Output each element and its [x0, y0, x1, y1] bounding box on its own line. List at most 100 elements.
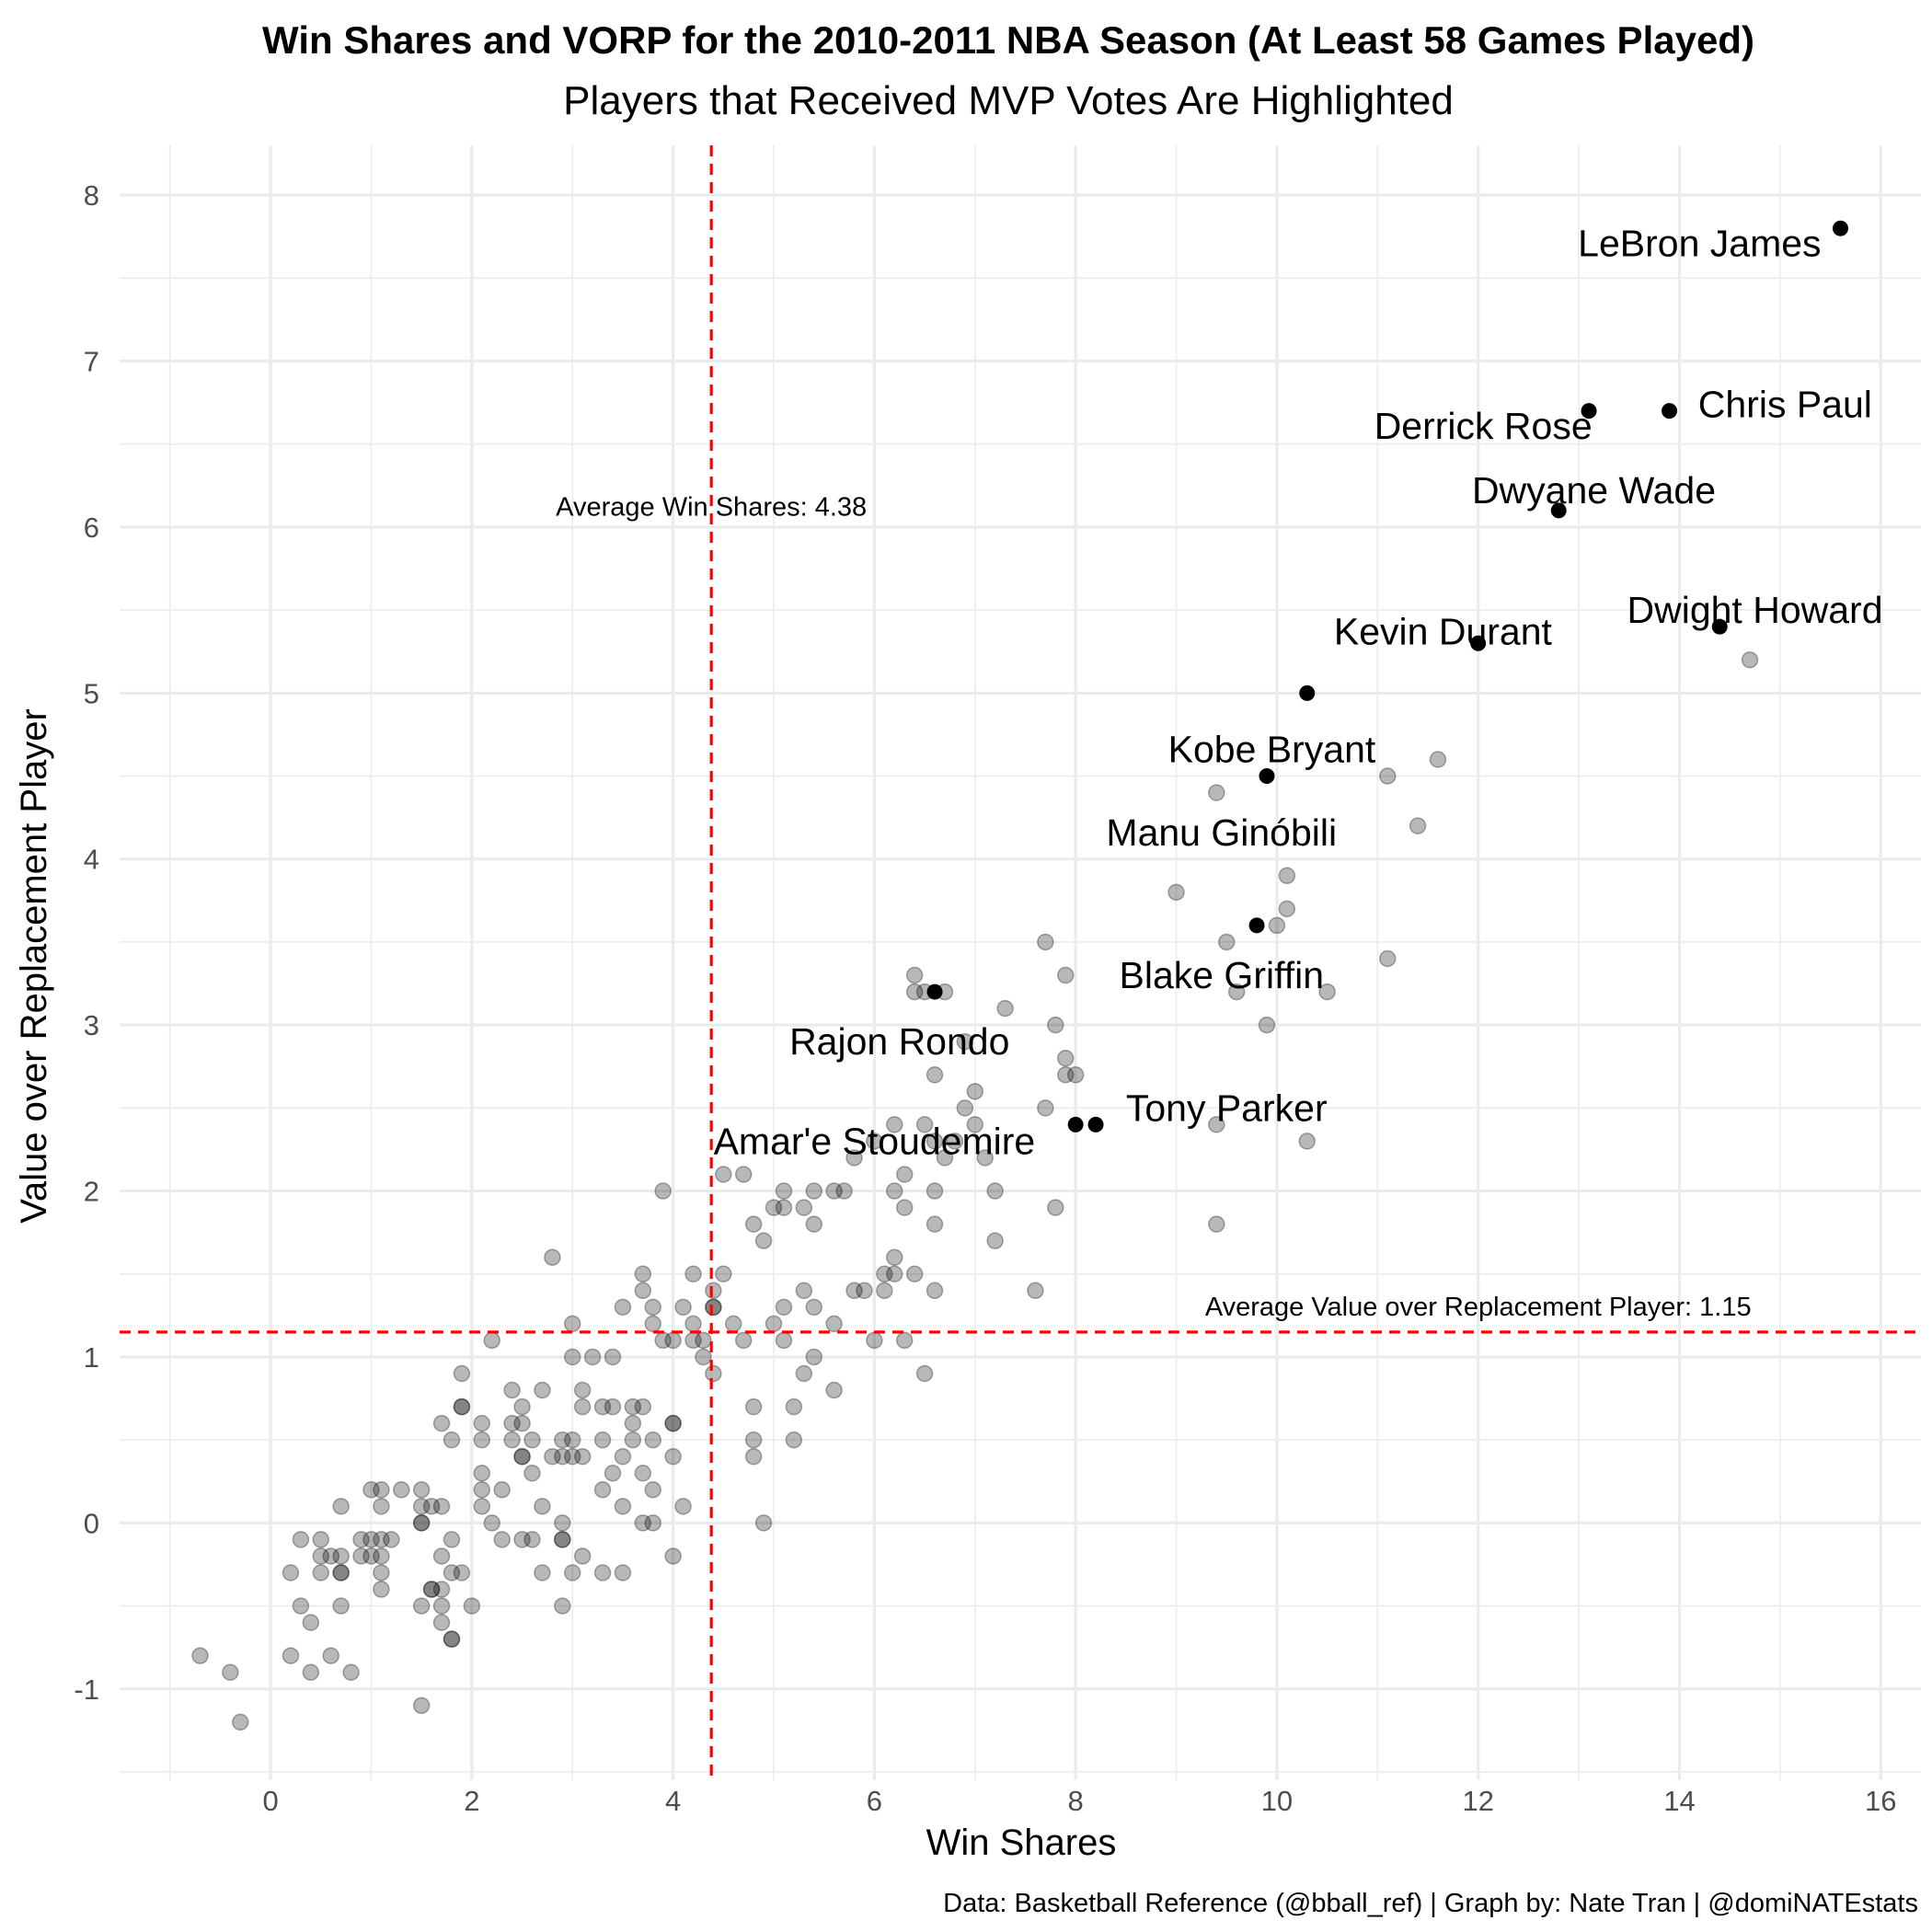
player-point: [1066, 1066, 1085, 1084]
y-tick-label: 0: [84, 1507, 99, 1539]
player-point: [634, 1397, 652, 1416]
player-point: [302, 1614, 320, 1631]
player-point: [342, 1663, 360, 1681]
mvp-player-point: [926, 983, 943, 1000]
player-point: [312, 1531, 330, 1548]
player-point: [573, 1397, 592, 1416]
player-point: [453, 1397, 471, 1416]
player-point: [513, 1447, 531, 1466]
player-point: [544, 1447, 561, 1466]
player-point: [775, 1182, 793, 1200]
player-point: [362, 1531, 380, 1548]
player-point: [754, 1514, 773, 1532]
player-point: [866, 1331, 883, 1350]
x-tick-label: 10: [1261, 1785, 1293, 1817]
player-point: [473, 1464, 491, 1482]
player-point: [705, 1298, 722, 1317]
player-point: [554, 1431, 571, 1449]
player-point: [513, 1447, 531, 1466]
player-point: [232, 1713, 249, 1731]
player-point: [744, 1447, 763, 1466]
player-point: [1056, 1066, 1075, 1084]
player-point: [1037, 1099, 1054, 1117]
player-point: [624, 1431, 642, 1449]
player-point: [1208, 1116, 1225, 1133]
player-point: [563, 1315, 581, 1333]
player-point: [412, 1514, 431, 1532]
player-point: [966, 1083, 984, 1100]
player-point: [634, 1514, 652, 1532]
player-point: [684, 1265, 702, 1283]
player-point: [744, 1431, 763, 1449]
player-point: [905, 966, 924, 984]
player-point: [483, 1514, 500, 1532]
player-point: [664, 1331, 682, 1350]
player-point: [805, 1182, 823, 1200]
player-point: [373, 1531, 390, 1548]
player-point: [352, 1531, 370, 1548]
player-point: [956, 1032, 974, 1051]
y-tick-label: 7: [84, 346, 99, 378]
x-tick-label: 2: [464, 1785, 479, 1817]
player-point: [624, 1414, 642, 1432]
player-point: [895, 1199, 914, 1216]
player-point: [976, 1149, 994, 1167]
mvp-player-point: [1711, 618, 1728, 635]
player-point: [1278, 900, 1296, 918]
player-point: [805, 1215, 823, 1233]
player-point: [473, 1481, 491, 1499]
x-axis-title: Win Shares: [926, 1823, 1117, 1863]
chart-title: Win Shares and VORP for the 2010-2011 NB…: [262, 18, 1754, 62]
player-point: [443, 1630, 461, 1648]
mvp-player-point: [1067, 1116, 1084, 1133]
player-point: [393, 1481, 410, 1499]
player-point: [493, 1531, 511, 1548]
player-point: [604, 1397, 622, 1416]
mvp-player-point: [1662, 403, 1678, 420]
player-point: [573, 1381, 592, 1399]
player-point: [775, 1331, 793, 1350]
player-point: [845, 1149, 863, 1167]
player-label: LeBron James: [1578, 222, 1821, 264]
player-point: [362, 1481, 380, 1499]
player-point: [422, 1581, 441, 1598]
player-point: [905, 1265, 924, 1283]
x-tick-label: 8: [1068, 1785, 1084, 1817]
player-point: [674, 1498, 692, 1515]
mvp-player-point: [1087, 1116, 1104, 1133]
player-point: [614, 1498, 632, 1515]
player-point: [654, 1182, 672, 1200]
player-point: [483, 1331, 500, 1350]
player-point: [744, 1397, 763, 1416]
y-tick-label: 5: [84, 677, 99, 709]
player-point: [664, 1547, 682, 1565]
player-point: [644, 1315, 661, 1333]
player-point: [593, 1564, 612, 1581]
player-point: [825, 1315, 843, 1333]
player-point: [383, 1531, 400, 1548]
player-point: [322, 1647, 339, 1664]
player-point: [292, 1597, 310, 1615]
player-point: [705, 1364, 722, 1383]
player-point: [1047, 1016, 1064, 1034]
player-point: [886, 1265, 903, 1283]
player-point: [1741, 651, 1759, 669]
player-point: [191, 1647, 209, 1664]
x-tick-label: 14: [1663, 1785, 1695, 1817]
player-point: [926, 1182, 944, 1200]
y-axis-title: Value over Replacement Player: [14, 708, 54, 1224]
player-point: [856, 1282, 873, 1300]
player-point: [422, 1581, 441, 1598]
player-label: Derrick Rose: [1374, 405, 1593, 447]
y-axis-ticks: -1 0 1 2 3 4 5 6 7 8: [74, 179, 99, 1706]
player-point: [1037, 933, 1054, 951]
player-point: [282, 1564, 300, 1581]
caption: Data: Basketball Reference (@bball_ref) …: [943, 1889, 1918, 1918]
player-label: Chris Paul: [1698, 383, 1872, 425]
mvp-player-point: [1259, 768, 1275, 785]
player-point: [674, 1298, 692, 1317]
player-point: [463, 1597, 481, 1615]
player-point: [503, 1431, 521, 1449]
player-point: [695, 1348, 712, 1366]
player-point: [795, 1282, 813, 1300]
